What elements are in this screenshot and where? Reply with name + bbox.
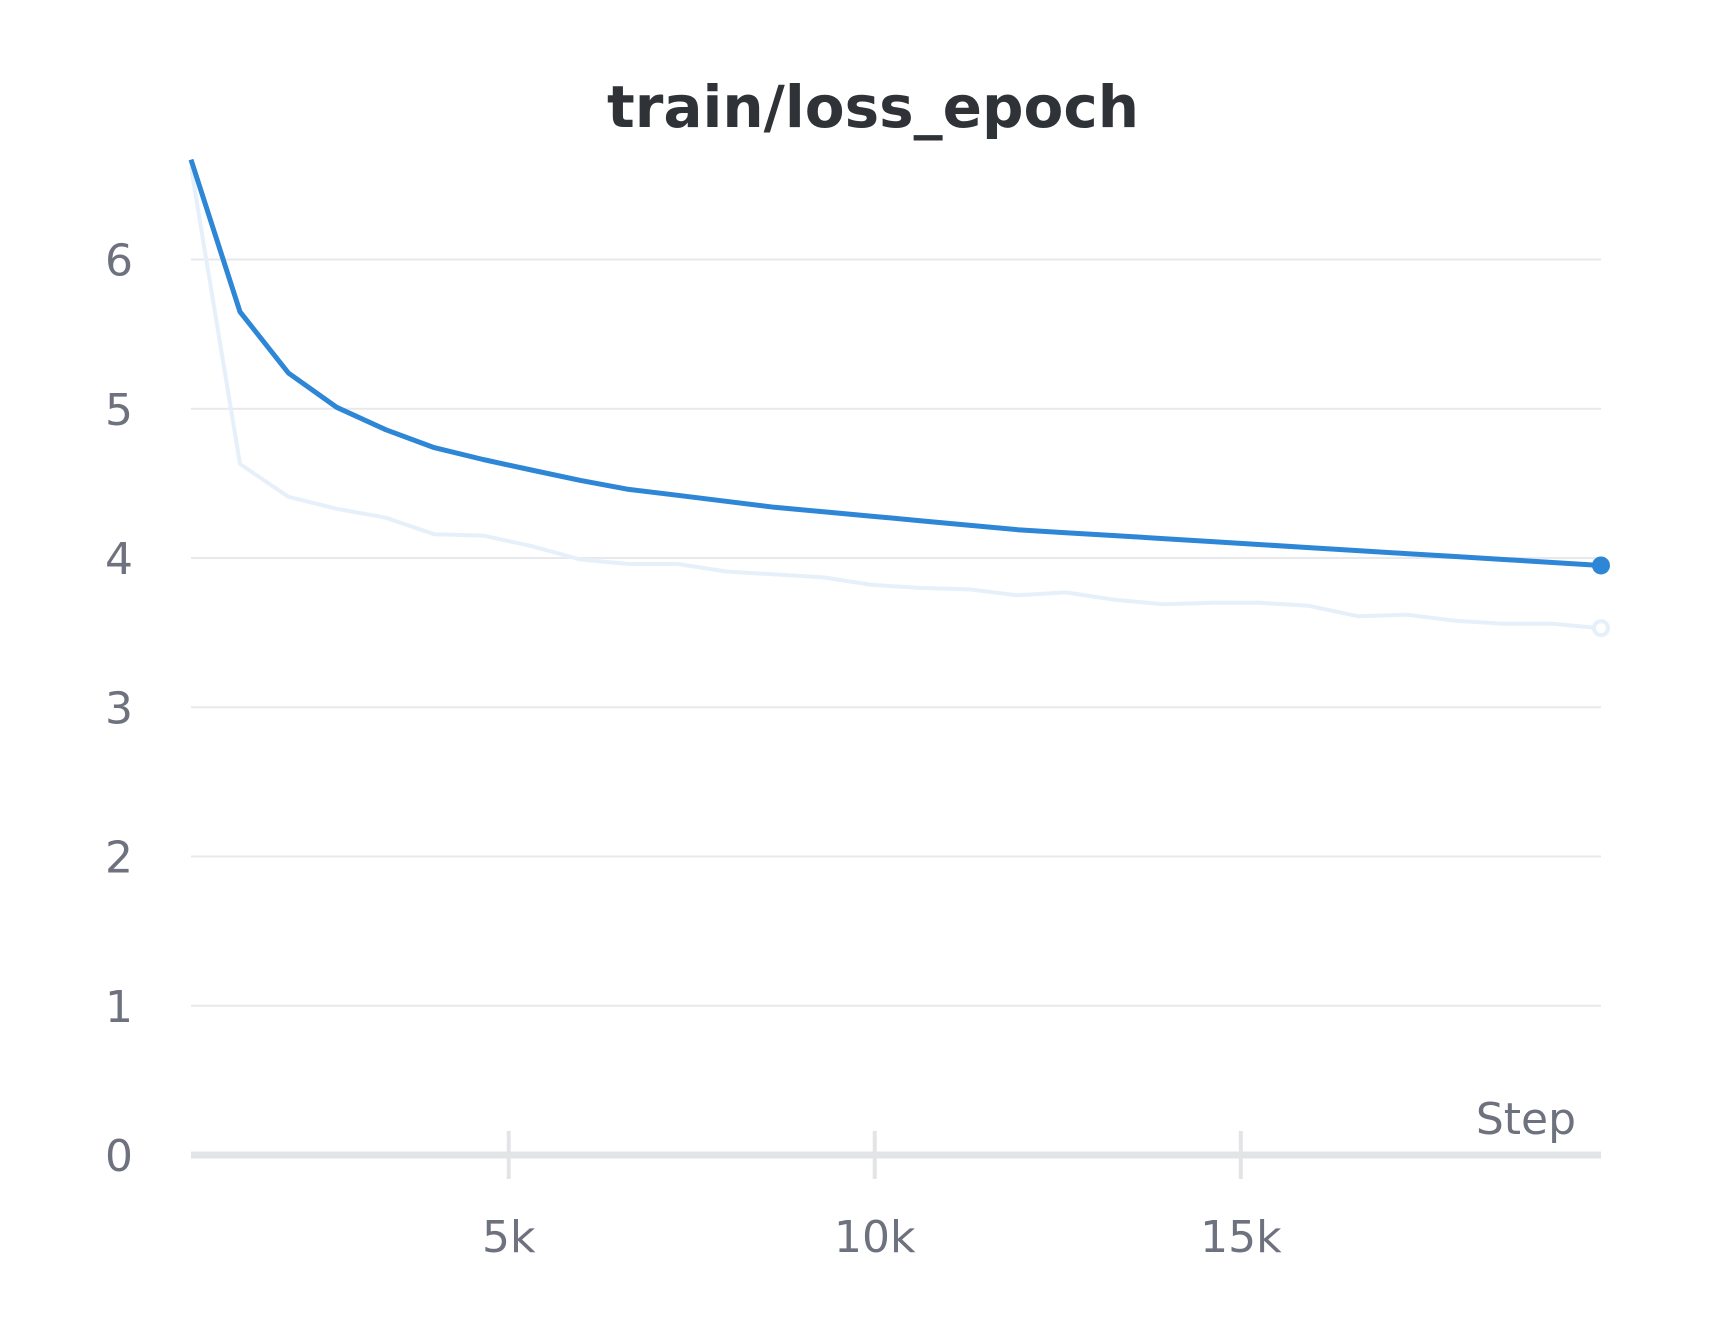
- y-tick-label: 3: [105, 683, 133, 734]
- x-tick-label: 5k: [482, 1212, 536, 1263]
- y-tick-label: 1: [105, 982, 133, 1033]
- y-tick-label: 6: [105, 236, 133, 287]
- x-tick-label: 15k: [1200, 1212, 1282, 1263]
- chart-title: train/loss_epoch: [607, 73, 1139, 141]
- y-tick-label: 5: [105, 385, 133, 436]
- y-tick-label: 2: [105, 833, 133, 884]
- y-tick-label: 0: [105, 1131, 133, 1182]
- smoothed-last-point: [1592, 556, 1610, 575]
- smoothed-series-line: [188, 158, 1602, 568]
- x-axis-label: Step: [1476, 1094, 1576, 1145]
- grid-lines: [191, 258, 1601, 1007]
- x-axis-ticks: 5k 10k 15k: [482, 1131, 1282, 1263]
- x-tick-label: 10k: [834, 1212, 916, 1263]
- y-tick-label: 4: [105, 534, 133, 585]
- series-layer: [188, 158, 1610, 638]
- raw-series-line: [189, 166, 1602, 631]
- raw-last-point: [1592, 619, 1610, 638]
- y-axis-ticks: 0 1 2 3 4 5 6: [105, 236, 133, 1182]
